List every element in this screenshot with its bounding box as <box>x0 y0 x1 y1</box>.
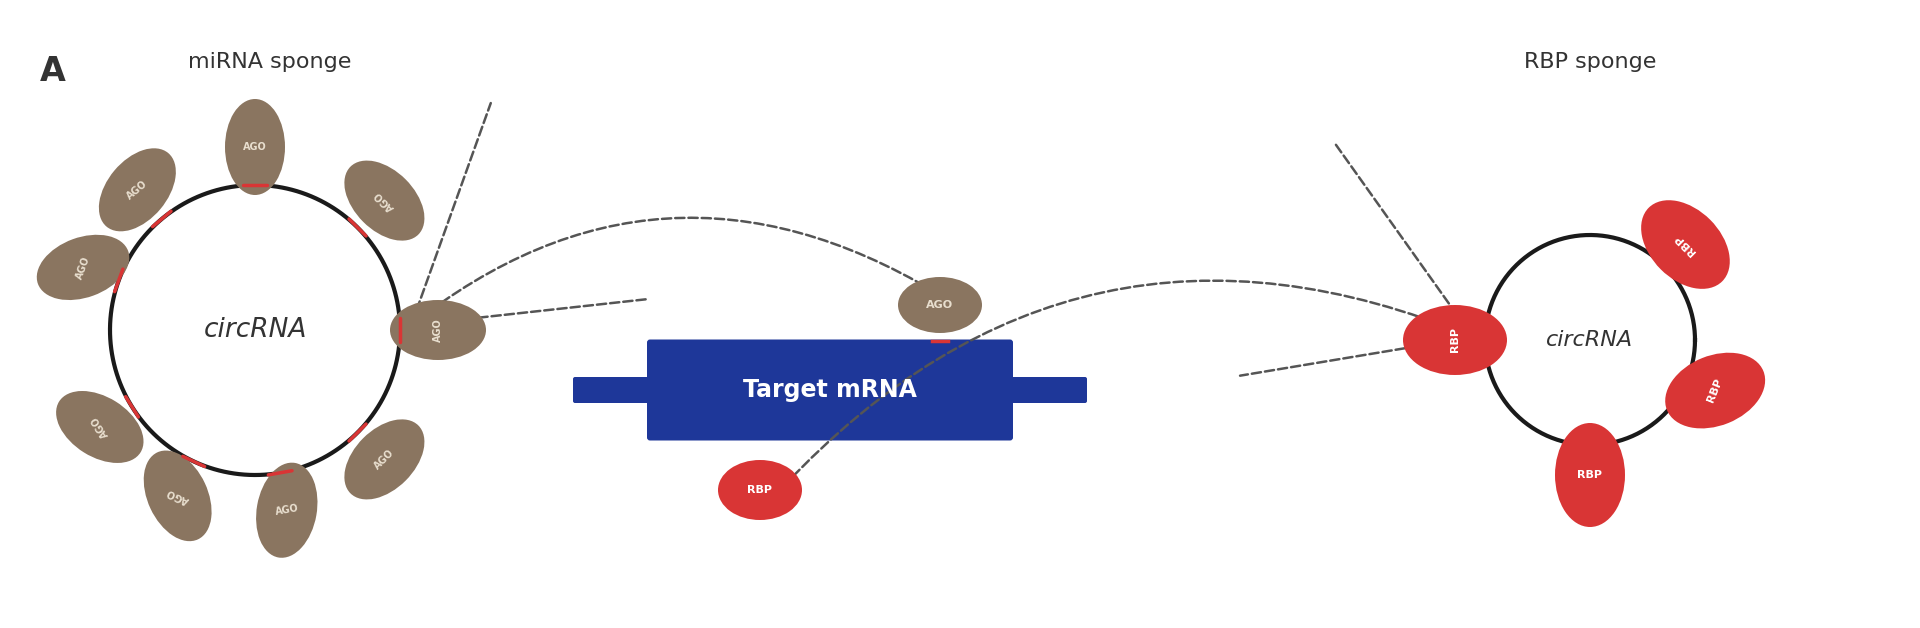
FancyArrowPatch shape <box>783 145 1473 486</box>
Ellipse shape <box>1555 423 1624 527</box>
Text: AGO: AGO <box>75 254 92 280</box>
Text: RBP: RBP <box>1705 377 1724 404</box>
Ellipse shape <box>144 450 211 541</box>
Text: AGO: AGO <box>125 178 150 202</box>
Text: RBP: RBP <box>1578 470 1603 480</box>
Text: AGO: AGO <box>275 503 300 517</box>
Ellipse shape <box>1642 200 1730 289</box>
FancyBboxPatch shape <box>647 340 1014 440</box>
Text: AGO: AGO <box>244 142 267 152</box>
Ellipse shape <box>390 300 486 360</box>
Text: AGO: AGO <box>927 300 954 310</box>
Text: AGO: AGO <box>372 448 396 472</box>
FancyArrowPatch shape <box>411 103 935 325</box>
Text: A: A <box>40 55 65 88</box>
Ellipse shape <box>1404 305 1507 375</box>
Text: AGO: AGO <box>372 188 396 212</box>
Ellipse shape <box>1665 353 1764 428</box>
Text: AGO: AGO <box>165 486 190 506</box>
Ellipse shape <box>718 460 803 520</box>
Text: RBP: RBP <box>1450 327 1459 352</box>
Ellipse shape <box>344 161 424 241</box>
Text: RBP: RBP <box>1672 232 1697 257</box>
Ellipse shape <box>344 420 424 499</box>
Text: AGO: AGO <box>88 414 109 440</box>
Ellipse shape <box>225 99 284 195</box>
Text: circRNA: circRNA <box>204 317 307 343</box>
Text: AGO: AGO <box>434 318 444 342</box>
Ellipse shape <box>36 235 129 300</box>
Ellipse shape <box>100 148 177 231</box>
Text: circRNA: circRNA <box>1546 330 1634 350</box>
Ellipse shape <box>899 277 981 333</box>
Text: RBP: RBP <box>747 485 772 495</box>
Text: RBP sponge: RBP sponge <box>1524 52 1657 72</box>
Ellipse shape <box>255 463 317 558</box>
Text: Target mRNA: Target mRNA <box>743 378 918 402</box>
Ellipse shape <box>56 391 144 463</box>
Text: miRNA sponge: miRNA sponge <box>188 52 351 72</box>
FancyBboxPatch shape <box>572 377 1087 403</box>
